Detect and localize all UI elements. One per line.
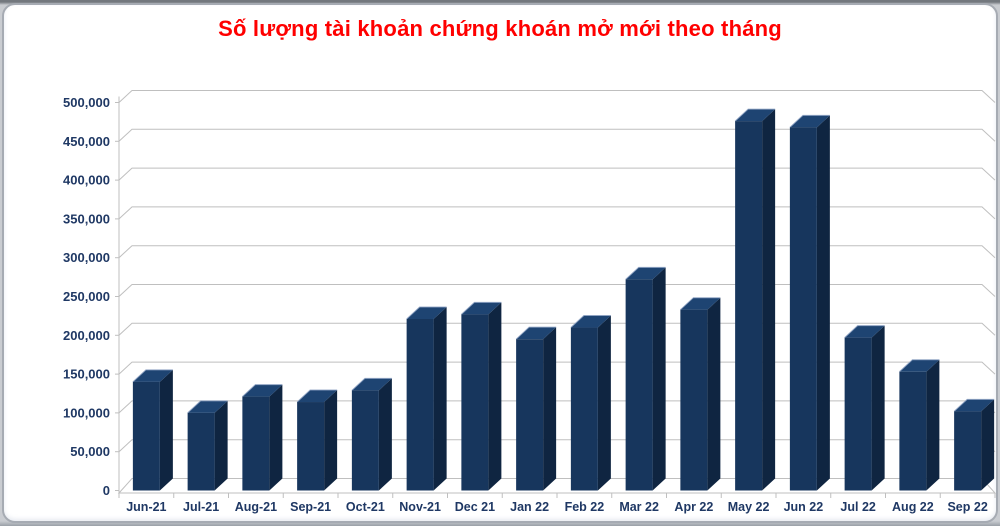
chart-title: Số lượng tài khoản chứng khoán mở mới th… [218, 16, 782, 41]
chart-card: Số lượng tài khoản chứng khoán mở mới th… [2, 3, 998, 523]
